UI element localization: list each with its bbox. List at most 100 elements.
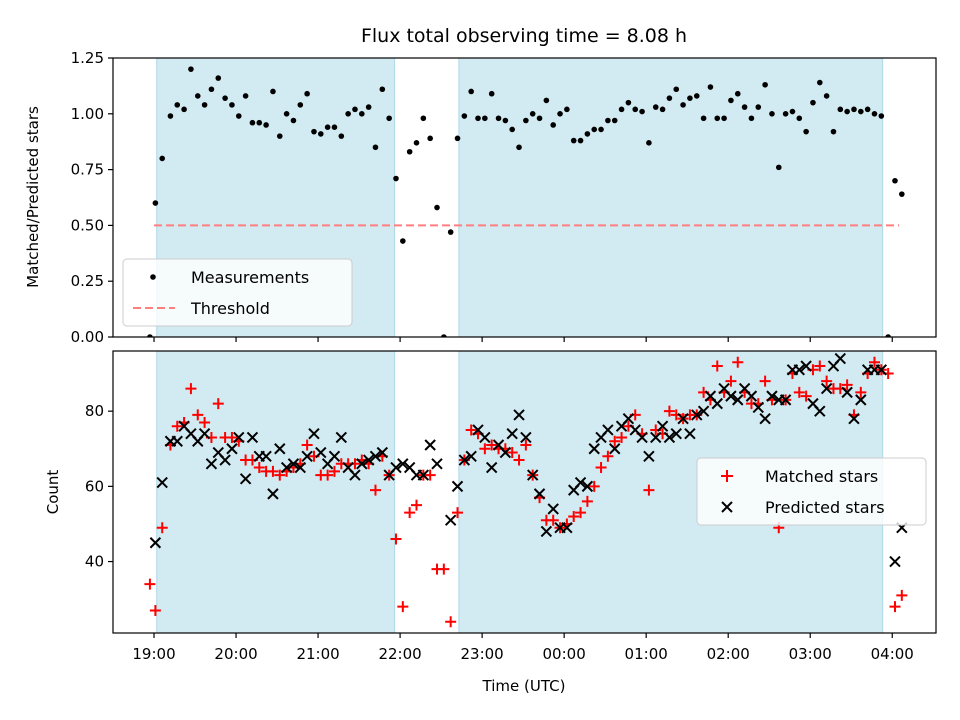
data-point-top-0-11 (222, 95, 228, 101)
data-point-bottom-1-96 (814, 405, 826, 417)
x-axis-label: Time (UTC) (482, 677, 566, 695)
data-point-top-0-90 (762, 81, 768, 88)
data-point-top-0-5 (181, 106, 187, 113)
data-point-top-0-101 (837, 106, 844, 113)
data-point-top-0-91 (769, 111, 775, 117)
x-tick-label-0: 19:00 (132, 645, 175, 663)
data-point-top-0-97 (810, 99, 816, 106)
data-point-top-0-82 (707, 84, 714, 90)
data-point-bottom-1-89 (766, 390, 778, 402)
axes-frame-bottom (112, 350, 937, 634)
data-point-top-0-103 (851, 106, 857, 113)
data-point-bottom-1-10 (219, 454, 231, 466)
x-tick-label-2: 21:00 (296, 645, 339, 663)
data-point-top-0-31 (359, 111, 365, 117)
data-point-top-0-0 (147, 334, 153, 337)
data-point-bottom-0-41 (424, 469, 436, 481)
data-point-top-0-86 (734, 90, 741, 97)
data-point-bottom-0-44 (445, 616, 457, 628)
data-point-top-0-1 (152, 200, 159, 206)
legend-marker-bottom-1 (721, 501, 733, 513)
chart-title: Flux total observing time = 8.08 h (361, 25, 687, 47)
data-point-bottom-0-45 (452, 507, 464, 519)
data-point-bottom-0-106 (868, 356, 880, 368)
data-point-bottom-0-12 (226, 431, 238, 443)
data-point-top-0-25 (318, 131, 324, 137)
data-point-bottom-1-31 (362, 454, 375, 466)
legend-top: Measurements Threshold (122, 258, 353, 327)
axes-frame-top (112, 57, 937, 338)
y-tick-label-top-4: 1.00 (71, 105, 104, 123)
data-point-top-0-27 (331, 124, 338, 130)
data-point-bottom-0-1 (149, 604, 161, 616)
data-point-top-0-62 (570, 137, 577, 144)
data-point-bottom-1-17 (267, 488, 279, 500)
data-point-bottom-1-102 (855, 394, 867, 406)
data-point-top-0-59 (550, 122, 557, 128)
data-point-top-0-4 (174, 102, 181, 108)
data-point-bottom-1-51 (506, 428, 518, 440)
data-point-bottom-1-41 (431, 458, 443, 470)
data-point-top-0-33 (372, 144, 379, 151)
data-point-bottom-0-37 (397, 601, 409, 613)
data-point-bottom-1-86 (745, 390, 758, 402)
data-point-bottom-1-42 (444, 514, 457, 526)
data-point-bottom-0-67 (602, 450, 614, 462)
data-point-top-0-8 (201, 102, 208, 108)
data-point-bottom-1-76 (677, 412, 689, 425)
data-point-bottom-1-79 (697, 405, 710, 417)
data-point-top-0-84 (721, 115, 727, 122)
bottom-y-axis-label: Count (44, 470, 62, 515)
data-point-bottom-0-19 (274, 469, 286, 481)
y-tick-label-top-1: 0.25 (71, 272, 104, 290)
data-point-top-0-40 (420, 115, 427, 122)
data-point-bottom-1-56 (540, 525, 553, 538)
data-point-top-0-45 (454, 135, 461, 142)
data-point-bottom-0-47 (465, 424, 477, 436)
data-point-bottom-0-23 (301, 439, 313, 451)
data-point-top-0-78 (680, 102, 686, 108)
plot-area-bottom (144, 352, 908, 628)
data-point-bottom-1-23 (308, 428, 320, 440)
data-point-top-0-89 (755, 104, 762, 110)
data-point-top-0-83 (714, 115, 721, 122)
data-point-bottom-1-72 (650, 431, 662, 444)
x-tick-label-5: 00:00 (543, 645, 586, 663)
data-point-bottom-1-1 (156, 476, 168, 489)
data-point-top-0-64 (584, 131, 591, 137)
data-point-top-0-65 (591, 126, 598, 133)
data-point-top-0-108 (885, 334, 891, 337)
data-point-bottom-0-63 (575, 507, 587, 519)
data-point-bottom-0-54 (513, 454, 525, 466)
data-point-bottom-1-52 (513, 409, 525, 421)
data-point-top-0-50 (488, 90, 495, 97)
data-point-bottom-0-0 (144, 578, 156, 590)
data-point-top-0-39 (413, 140, 420, 146)
data-point-top-0-13 (235, 113, 242, 119)
legend-box-top (122, 258, 353, 327)
data-point-top-0-88 (748, 115, 755, 122)
data-point-bottom-1-40 (424, 439, 436, 451)
data-point-top-0-15 (249, 119, 256, 126)
data-point-top-0-29 (345, 111, 351, 117)
data-point-bottom-1-59 (561, 522, 573, 534)
data-point-bottom-1-53 (520, 431, 532, 444)
data-point-top-0-79 (687, 95, 693, 101)
data-point-top-0-68 (611, 117, 618, 124)
data-point-top-0-73 (646, 140, 652, 146)
y-tick-label-top-5: 1.25 (71, 49, 104, 67)
data-point-bottom-0-2 (156, 522, 168, 534)
data-point-top-0-20 (283, 111, 290, 117)
data-point-top-0-51 (495, 115, 502, 122)
data-point-bottom-1-33 (376, 446, 389, 459)
data-point-bottom-0-10 (212, 398, 224, 410)
data-point-top-0-48 (475, 115, 481, 122)
data-point-bottom-1-71 (643, 450, 655, 462)
data-point-bottom-0-55 (520, 439, 532, 451)
data-point-top-0-102 (844, 108, 850, 115)
data-point-bottom-0-6 (185, 383, 197, 395)
data-point-top-0-67 (605, 117, 611, 124)
data-point-bottom-1-105 (875, 364, 888, 376)
data-point-bottom-1-22 (301, 450, 313, 462)
legend-label-bottom-0: Matched stars (765, 467, 878, 486)
